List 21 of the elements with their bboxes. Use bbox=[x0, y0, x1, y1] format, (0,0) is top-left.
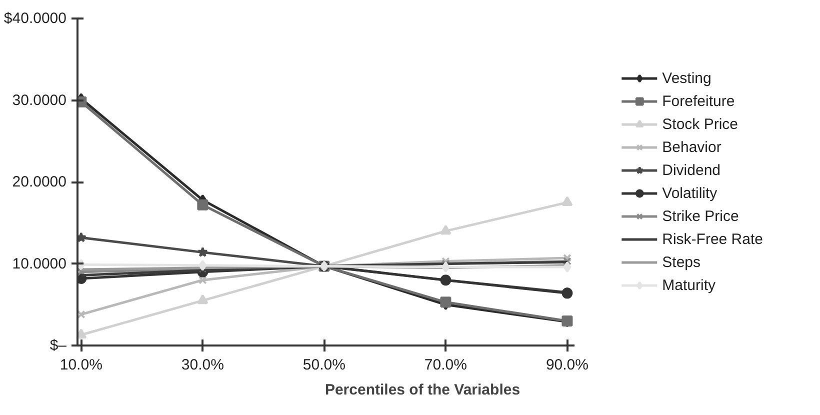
y-tick-label: 20.0000 bbox=[12, 174, 67, 190]
legend-label: Volatility bbox=[662, 184, 718, 202]
legend-label: Steps bbox=[662, 254, 700, 270]
y-tick-label: $40.0000 bbox=[4, 10, 67, 27]
legend-label: Forefeiture bbox=[662, 92, 735, 110]
legend-label: Stock Price bbox=[662, 116, 738, 132]
legend-label: Behavior bbox=[662, 138, 722, 156]
legend-label: Maturity bbox=[662, 276, 716, 294]
x-tick-label: 50.0% bbox=[302, 356, 346, 374]
legend-label: Risk-Free Rate bbox=[662, 230, 763, 248]
x-axis-title: Percentiles of the Variables bbox=[324, 382, 520, 398]
x-tick-label: 90.0% bbox=[546, 356, 588, 374]
x-tick-label: 30.0% bbox=[181, 356, 224, 374]
x-tick-label: 10.0% bbox=[60, 356, 102, 374]
legend-label: Dividend bbox=[662, 162, 721, 178]
legend-label: Vesting bbox=[662, 70, 712, 86]
y-tick-label: 10.0000 bbox=[12, 255, 67, 272]
x-tick-label: 70.0% bbox=[424, 356, 467, 374]
legend-label: Strike Price bbox=[662, 208, 739, 224]
y-tick-label: 30.0000 bbox=[12, 92, 67, 109]
y-tick-label: $– bbox=[50, 337, 68, 354]
